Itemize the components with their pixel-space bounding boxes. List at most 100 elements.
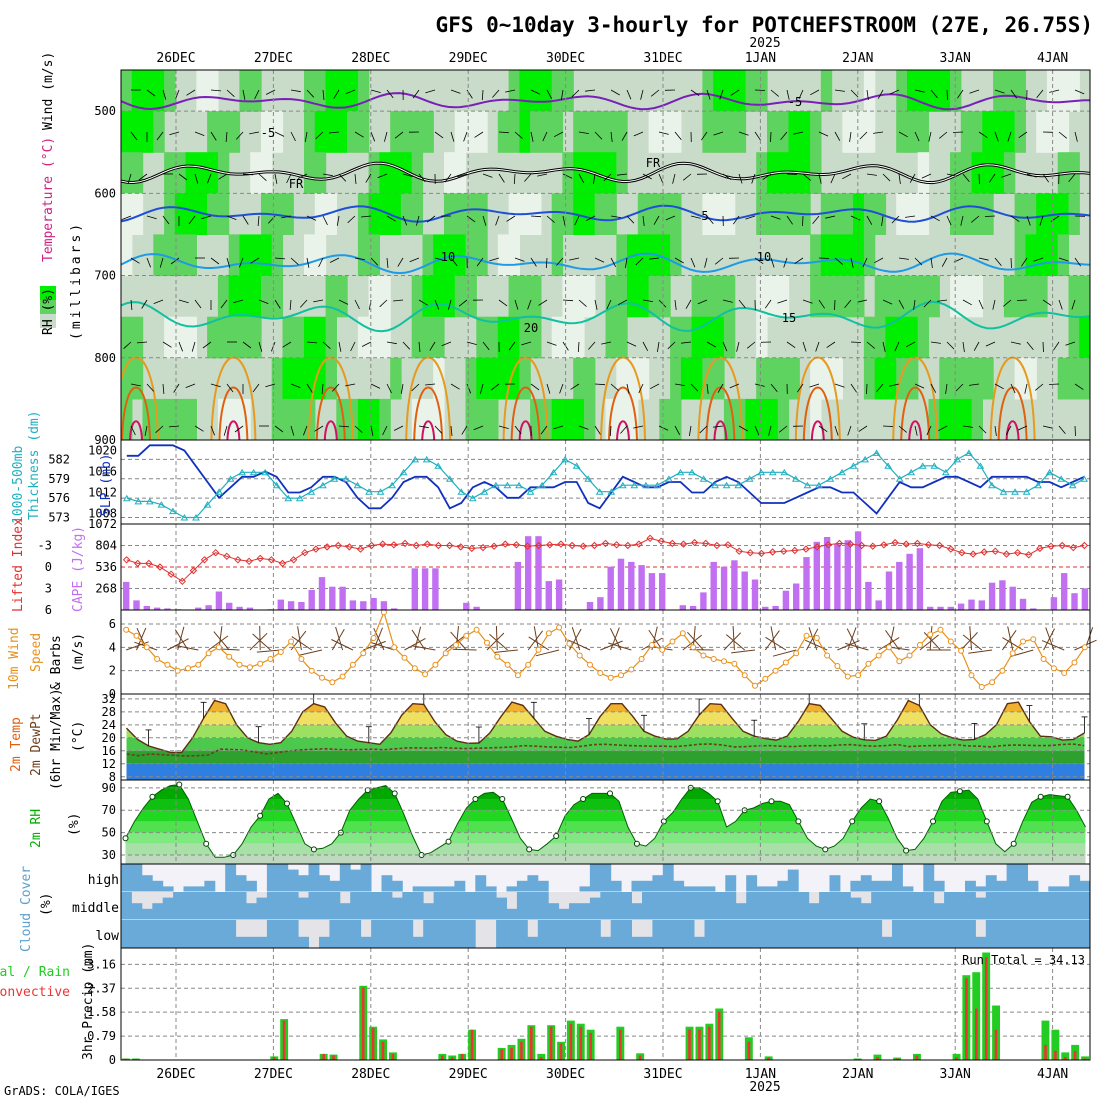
rh-cell [423, 111, 434, 153]
rh-cell [186, 317, 197, 359]
cape-bar [226, 603, 232, 610]
rh-cell [606, 111, 617, 153]
rh-cell [509, 234, 520, 276]
temperature-label: Temperature (°C) [41, 137, 56, 262]
cape-bar [752, 580, 758, 611]
rh-cell [573, 111, 584, 153]
rh-point [877, 799, 882, 804]
cape-bar [711, 562, 717, 610]
precip-convective-bar [332, 1056, 335, 1061]
cloud-cell [131, 864, 142, 892]
cloud-cell [767, 920, 778, 948]
rh-cell [907, 317, 918, 359]
cloud-cell [277, 920, 288, 948]
cloud-cell [527, 937, 538, 948]
cloud-cell [1048, 920, 1059, 948]
rh-cell [972, 399, 983, 441]
precip-convective-bar [698, 1030, 701, 1060]
cape-bar [638, 565, 644, 610]
rh-cell [821, 276, 832, 318]
wind-speed-point [227, 654, 232, 659]
cloud-cell [923, 864, 934, 892]
cape-bar [865, 582, 871, 610]
temp-band [121, 751, 1090, 764]
rh-cell [961, 193, 972, 235]
rh-cell [186, 234, 197, 276]
date-label-bottom: 2JAN [842, 1067, 873, 1082]
rh-cell [552, 111, 563, 153]
rh-cell [724, 111, 735, 153]
pressure-tick: 800 [94, 351, 116, 365]
rh-cell [616, 111, 627, 153]
rh-cell [972, 152, 983, 194]
rh-point [1038, 794, 1043, 799]
rh-tick: 90 [102, 781, 116, 795]
rh-cell [649, 111, 660, 153]
rh-point [931, 819, 936, 824]
rh-cell [929, 276, 940, 318]
rh-cell [132, 111, 143, 153]
cape-bar [412, 568, 418, 610]
rh-cell [1025, 234, 1036, 276]
cape-bar [896, 562, 902, 610]
cloud-cell [684, 892, 695, 920]
rh-cell [498, 317, 509, 359]
thickness-tick: 576 [48, 491, 70, 505]
precip-convective-bar [362, 987, 365, 1060]
cloud-cell [163, 898, 174, 920]
rh-band [121, 821, 1090, 832]
temp-base-band [129, 764, 1084, 778]
thickness-label-1: 1000-500mb [11, 446, 26, 524]
cloud-cell [204, 881, 215, 892]
date-label-bottom: 31DEC [643, 1067, 682, 1082]
cloud-cell [705, 920, 716, 948]
rh-cell [304, 70, 315, 112]
rh-cell [918, 276, 929, 318]
rh-cell [358, 70, 369, 112]
cloud-cell [319, 892, 330, 920]
rh-cell [896, 193, 907, 235]
cloud-cell [204, 892, 215, 920]
rh-cell [939, 358, 950, 400]
cloud-cell [725, 920, 736, 948]
rh-cell [519, 276, 530, 318]
rh-cell [584, 276, 595, 318]
rh-cell [972, 276, 983, 318]
cloud-cell [413, 937, 424, 948]
wind-speed-point [247, 665, 252, 670]
cloud-cell [184, 892, 195, 920]
cloud-cell [121, 920, 132, 948]
rh-cell [530, 276, 541, 318]
cloud-cell [1048, 892, 1059, 920]
wind-speed-point [649, 643, 654, 648]
rh-cell [390, 152, 401, 194]
wind-speed-point [1041, 657, 1046, 662]
wind-speed-point [1062, 671, 1067, 676]
run-total-annotation: Run Total = 34.13 [962, 953, 1085, 967]
rh-point [177, 782, 182, 787]
cape-bar [1082, 588, 1088, 610]
rh-cell [746, 399, 757, 441]
rh-cell [423, 276, 434, 318]
rh-cell [918, 152, 929, 194]
rh-cell [821, 234, 832, 276]
rh-cell [756, 358, 767, 400]
cloud-cell [257, 937, 268, 948]
rh-point [581, 797, 586, 802]
rh-point [1011, 841, 1016, 846]
pressure-tick: 600 [94, 186, 116, 200]
cloud-cell [684, 920, 695, 948]
date-label-top: 28DEC [351, 51, 390, 66]
rh-cell [918, 193, 929, 235]
wind-speed-point [773, 668, 778, 673]
cape-bar [205, 605, 211, 610]
cloud-cell [861, 903, 872, 920]
rh-cell [584, 358, 595, 400]
rh-cell [616, 152, 627, 194]
rh-cell [713, 317, 724, 359]
cloud-cell [580, 920, 591, 948]
rh-band [121, 833, 1090, 844]
rh-cell [390, 358, 401, 400]
rh-cell [853, 276, 864, 318]
rh-cell [767, 111, 778, 153]
